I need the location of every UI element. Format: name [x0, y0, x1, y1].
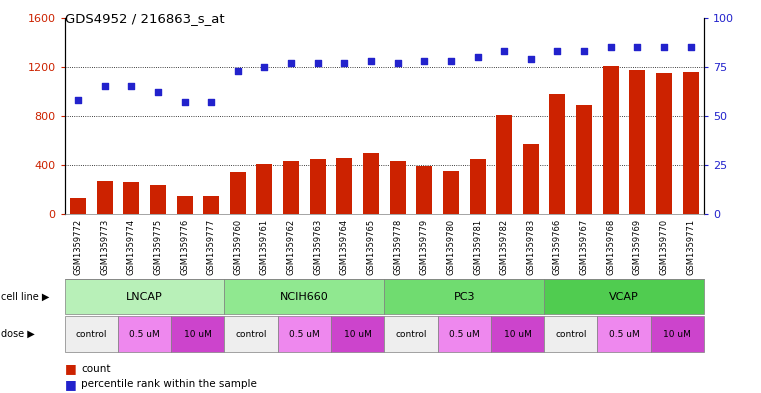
Text: GSM1359778: GSM1359778	[393, 219, 402, 275]
Bar	[629, 70, 645, 214]
Text: dose ▶: dose ▶	[1, 329, 34, 339]
Text: ■: ■	[65, 378, 76, 391]
Text: GSM1359775: GSM1359775	[154, 219, 162, 275]
Text: cell line ▶: cell line ▶	[1, 292, 49, 302]
Point	[471, 54, 484, 60]
Point	[98, 83, 111, 90]
Text: GSM1359764: GSM1359764	[340, 219, 349, 275]
Point	[444, 58, 457, 64]
Text: 0.5 uM: 0.5 uM	[289, 330, 320, 338]
Bar	[523, 143, 539, 214]
Text: control: control	[555, 330, 587, 338]
Text: count: count	[81, 364, 111, 374]
Text: GSM1359768: GSM1359768	[607, 219, 615, 275]
Bar	[123, 182, 139, 214]
Point	[178, 99, 190, 105]
Bar	[470, 159, 486, 214]
Point	[365, 58, 377, 64]
Text: GSM1359760: GSM1359760	[234, 219, 242, 275]
Text: GSM1359772: GSM1359772	[74, 219, 82, 275]
Text: control: control	[75, 330, 107, 338]
Point	[498, 48, 510, 54]
Text: GSM1359762: GSM1359762	[287, 219, 295, 275]
Point	[258, 64, 271, 70]
Text: 10 uM: 10 uM	[504, 330, 531, 338]
Text: GSM1359765: GSM1359765	[367, 219, 375, 275]
Text: GSM1359782: GSM1359782	[500, 219, 508, 275]
Bar	[443, 171, 459, 214]
Bar	[416, 166, 432, 214]
Bar	[256, 164, 272, 214]
Bar	[390, 162, 406, 214]
Point	[604, 44, 616, 50]
Text: GSM1359761: GSM1359761	[260, 219, 269, 275]
Text: GSM1359766: GSM1359766	[553, 219, 562, 275]
Point	[391, 60, 403, 66]
Text: GSM1359770: GSM1359770	[660, 219, 668, 275]
Bar	[203, 196, 219, 214]
Text: GSM1359780: GSM1359780	[447, 219, 455, 275]
Text: 10 uM: 10 uM	[344, 330, 371, 338]
Bar	[683, 72, 699, 214]
Text: GSM1359763: GSM1359763	[314, 219, 322, 275]
Bar	[576, 105, 592, 214]
Bar	[603, 66, 619, 214]
Text: GSM1359774: GSM1359774	[127, 219, 135, 275]
Point	[658, 44, 670, 50]
Bar	[549, 94, 565, 214]
Point	[419, 58, 431, 64]
Bar	[97, 181, 113, 214]
Point	[231, 68, 244, 74]
Point	[551, 48, 563, 54]
Text: ■: ■	[65, 362, 76, 375]
Text: GSM1359781: GSM1359781	[473, 219, 482, 275]
Text: VCAP: VCAP	[609, 292, 639, 302]
Bar	[363, 153, 379, 214]
Point	[151, 89, 164, 95]
Text: control: control	[395, 330, 427, 338]
Text: 0.5 uM: 0.5 uM	[449, 330, 479, 338]
Bar	[283, 161, 299, 214]
Point	[72, 97, 84, 103]
Point	[312, 60, 324, 66]
Point	[125, 83, 137, 90]
Point	[524, 56, 537, 62]
Text: NCIH660: NCIH660	[280, 292, 329, 302]
Text: LNCAP: LNCAP	[126, 292, 163, 302]
Point	[285, 60, 297, 66]
Text: 10 uM: 10 uM	[184, 330, 212, 338]
Text: GSM1359777: GSM1359777	[207, 219, 215, 275]
Text: GSM1359773: GSM1359773	[100, 219, 109, 275]
Point	[631, 44, 643, 50]
Point	[684, 44, 696, 50]
Bar	[230, 173, 246, 214]
Text: GSM1359783: GSM1359783	[527, 219, 535, 275]
Text: 10 uM: 10 uM	[664, 330, 691, 338]
Text: GDS4952 / 216863_s_at: GDS4952 / 216863_s_at	[65, 12, 224, 25]
Bar	[496, 115, 512, 214]
Point	[338, 60, 350, 66]
Text: GSM1359779: GSM1359779	[420, 219, 428, 275]
Text: GSM1359767: GSM1359767	[580, 219, 588, 275]
Bar	[656, 73, 672, 214]
Text: percentile rank within the sample: percentile rank within the sample	[81, 379, 257, 389]
Point	[578, 48, 590, 54]
Bar	[177, 196, 193, 214]
Text: GSM1359776: GSM1359776	[180, 219, 189, 275]
Bar	[150, 185, 166, 214]
Text: control: control	[235, 330, 267, 338]
Text: PC3: PC3	[454, 292, 475, 302]
Text: GSM1359771: GSM1359771	[686, 219, 695, 275]
Text: GSM1359769: GSM1359769	[633, 219, 642, 275]
Bar	[70, 198, 86, 214]
Text: 0.5 uM: 0.5 uM	[609, 330, 639, 338]
Text: 0.5 uM: 0.5 uM	[129, 330, 160, 338]
Bar	[310, 159, 326, 214]
Bar	[336, 158, 352, 214]
Point	[205, 99, 218, 105]
